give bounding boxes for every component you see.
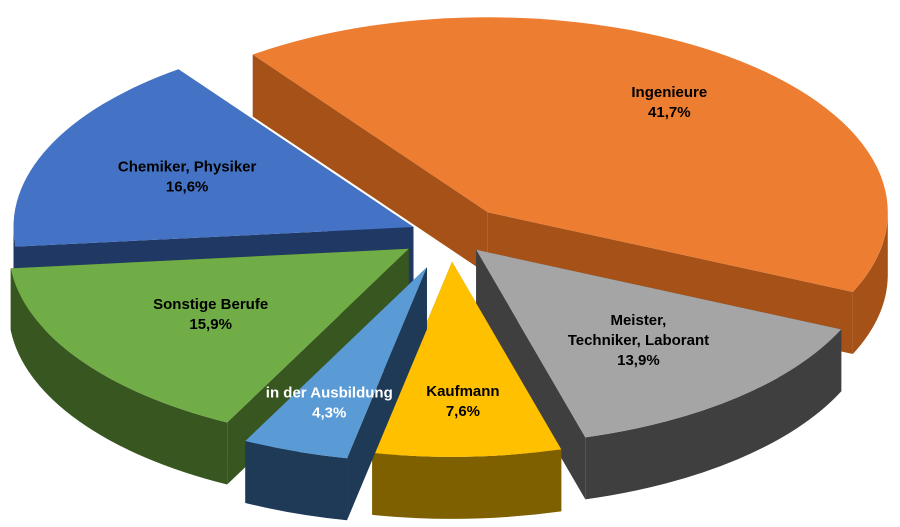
pie-sides <box>10 17 888 521</box>
name-label-kaufmann: Kaufmann <box>426 383 499 400</box>
slice-side-ingenieure <box>852 213 888 354</box>
slice-side-kaufmann <box>372 449 562 519</box>
value-label-sonstige-berufe: 15,9% <box>189 316 232 333</box>
value-label-in-der-ausbildung: 4,3% <box>312 404 346 421</box>
slice-ingenieure <box>252 17 888 292</box>
slice-side-sonstige-berufe <box>10 268 228 485</box>
value-label-chemiker-physiker: 16,6% <box>166 179 209 196</box>
slice-side-in-der-ausbildung <box>245 440 348 521</box>
name-label-in-der-ausbildung: in der Ausbildung <box>266 384 393 401</box>
name-label-sonstige-berufe: Sonstige Berufe <box>153 296 268 313</box>
slice-meister-techniker-laborant <box>476 249 842 438</box>
slice-cut-ingenieure-0 <box>252 54 488 275</box>
slice-kaufmann <box>372 261 562 457</box>
name-label-meister-techniker-laborant: Meister, <box>610 312 666 329</box>
slice-in-der-ausbildung <box>245 267 427 459</box>
value-label-kaufmann: 7,6% <box>446 403 480 420</box>
name-label-ingenieure: Ingenieure <box>631 84 707 101</box>
name-label-chemiker-physiker: Chemiker, Physiker <box>118 159 257 176</box>
pie-labels: Ingenieure 41,7% Meister, Techniker, Labora… <box>118 84 709 421</box>
slice-chemiker-physiker <box>13 69 414 247</box>
slice-side-meister-techniker-laborant <box>585 329 842 500</box>
name-label-meister-techniker-laborant: Techniker, Laborant <box>568 332 709 349</box>
slice-sonstige-berufe <box>10 248 409 423</box>
value-label-meister-techniker-laborant: 13,9% <box>617 352 660 369</box>
slice-cut-meister-techniker-laborant-1 <box>476 249 586 500</box>
value-label-ingenieure: 41,7% <box>648 104 691 121</box>
